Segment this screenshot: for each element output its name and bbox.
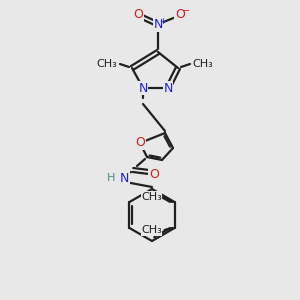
Text: N: N xyxy=(138,82,148,94)
Text: H: H xyxy=(106,173,115,183)
Text: O: O xyxy=(149,169,159,182)
Text: N: N xyxy=(120,172,129,184)
Text: CH₃: CH₃ xyxy=(141,225,162,235)
Text: N: N xyxy=(163,82,173,94)
Text: N: N xyxy=(153,19,163,32)
Text: −: − xyxy=(182,6,190,16)
Text: O: O xyxy=(135,136,145,149)
Text: O: O xyxy=(133,8,143,22)
Text: O: O xyxy=(175,8,185,22)
Text: CH₃: CH₃ xyxy=(97,59,117,69)
Text: CH₃: CH₃ xyxy=(193,59,213,69)
Text: CH₃: CH₃ xyxy=(141,192,162,202)
Text: +: + xyxy=(160,16,167,26)
